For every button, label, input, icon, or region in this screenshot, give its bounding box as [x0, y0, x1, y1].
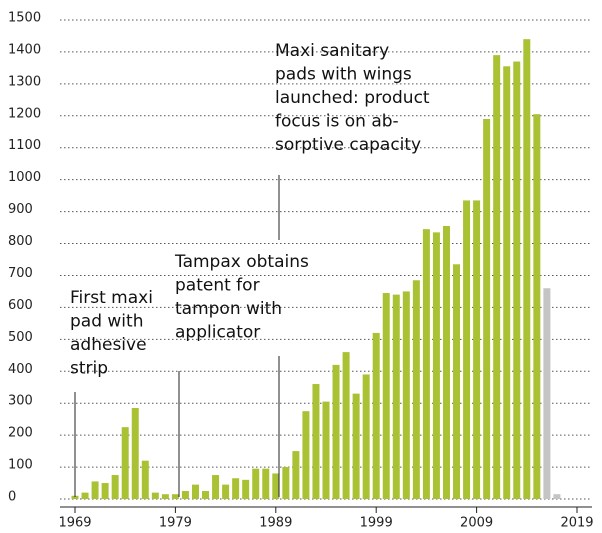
bar: [131, 407, 139, 499]
annotation: First maxi: [70, 288, 153, 308]
x-tick-label: 1989: [259, 516, 292, 531]
annotation: adhesive: [70, 335, 147, 355]
y-tick-label: 500: [8, 330, 33, 345]
bar: [111, 475, 119, 499]
bar: [523, 39, 531, 499]
bar: [232, 478, 240, 499]
x-tick-label: 2009: [460, 516, 493, 531]
bar: [312, 384, 320, 499]
bar: [91, 481, 99, 499]
x-tick-label: 1999: [360, 516, 393, 531]
y-tick-label: 1300: [8, 74, 41, 89]
y-tick-label: 1100: [8, 138, 41, 153]
bar: [181, 491, 189, 499]
y-tick-label: 1000: [8, 170, 41, 185]
bar: [442, 225, 450, 499]
bar: [191, 484, 199, 499]
bar: [543, 288, 551, 499]
annotation: focus is on ab-: [275, 112, 399, 132]
bar: [71, 495, 79, 499]
bar: [513, 61, 521, 499]
bar: [352, 393, 360, 499]
bar: [463, 200, 471, 499]
bar: [262, 468, 270, 499]
bar: [292, 451, 300, 499]
bar: [372, 332, 380, 499]
bar: [332, 364, 340, 499]
annotation: applicator: [175, 323, 260, 343]
x-tick-label: 2019: [560, 516, 593, 531]
bar: [533, 114, 541, 499]
bar: [402, 291, 410, 499]
bar: [453, 264, 461, 499]
bar: [252, 468, 260, 499]
y-tick-label: 900: [8, 202, 33, 217]
y-tick-label: 1400: [8, 42, 41, 57]
bar: [382, 293, 390, 499]
bar: [141, 460, 149, 499]
bar: [101, 483, 109, 499]
y-tick-label: 400: [8, 362, 33, 377]
annotation: patent for: [175, 276, 260, 296]
bar: [161, 494, 169, 499]
y-tick-label: 100: [8, 458, 33, 473]
bar: [412, 280, 420, 499]
bar: [81, 492, 89, 499]
bar: [503, 66, 511, 499]
bar: [151, 492, 159, 499]
annotation: strip: [70, 359, 108, 379]
annotation: launched: product: [275, 88, 430, 108]
bar: [392, 294, 400, 499]
annotation: Maxi sanitary: [275, 41, 389, 61]
annotation: tampon with: [175, 299, 282, 319]
y-tick-label: 700: [8, 266, 33, 281]
annotation: pads with wings: [275, 65, 412, 85]
bar: [553, 494, 561, 499]
bar: [493, 55, 501, 499]
y-tick-label: 0: [8, 490, 16, 505]
bar: [432, 232, 440, 499]
y-tick-label: 200: [8, 426, 33, 441]
annotation: Tampax obtains: [174, 252, 309, 272]
bar: [242, 479, 250, 499]
x-tick-label: 1969: [58, 516, 91, 531]
bar: [322, 401, 330, 499]
bar: [171, 494, 179, 499]
bar: [272, 473, 280, 499]
bar: [342, 352, 350, 499]
bar: [422, 229, 430, 499]
bar: [212, 475, 220, 499]
annotation: sorptive capacity: [275, 135, 421, 155]
bar: [282, 467, 290, 499]
y-tick-label: 1500: [8, 11, 41, 26]
bar: [222, 484, 230, 499]
bar: [302, 411, 310, 499]
y-tick-label: 600: [8, 298, 33, 313]
bar: [473, 200, 481, 499]
y-tick-label: 300: [8, 394, 33, 409]
y-tick-label: 1200: [8, 106, 41, 121]
bar: [483, 118, 491, 499]
bar: [121, 427, 129, 499]
x-tick-label: 1979: [159, 516, 192, 531]
bar: [202, 491, 210, 499]
annotation: pad with: [70, 312, 143, 332]
bar: [362, 374, 370, 499]
y-tick-label: 800: [8, 234, 33, 249]
